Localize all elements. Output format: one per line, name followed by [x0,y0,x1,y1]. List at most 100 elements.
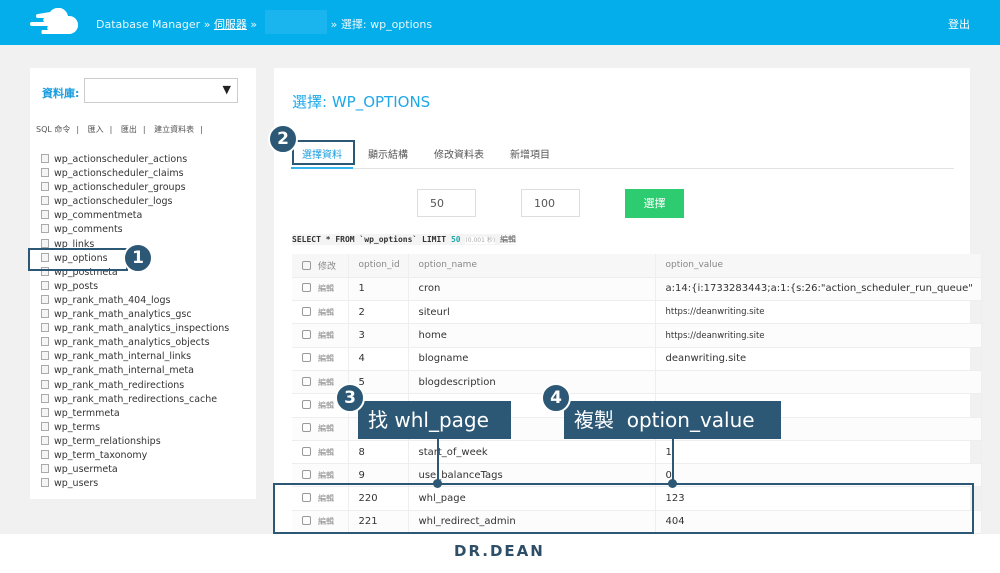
sidebar-table-wp-rank-math-redirections-cache[interactable]: wp_rank_math_redirections_cache [41,393,229,407]
step-4-badge: 4 [541,383,571,413]
sidebar-table-wp-actionscheduler-actions[interactable]: wp_actionscheduler_actions [41,153,229,167]
sidebar-table-wp-posts[interactable]: wp_posts [41,280,229,294]
table-name: wp_actionscheduler_claims [54,168,184,180]
sidebar-table-wp-actionscheduler-groups[interactable]: wp_actionscheduler_groups [41,181,229,195]
divider: | [76,125,80,134]
row-checkbox[interactable] [302,306,311,316]
sidebar-table-wp-rank-math-404-logs[interactable]: wp_rank_math_404_logs [41,294,229,308]
sidebar-table-wp-options[interactable]: wp_options [41,252,229,266]
row-edit-link[interactable]: 編輯 [318,494,334,504]
row-edit-link[interactable]: 編輯 [318,447,334,457]
row-checkbox[interactable] [302,376,311,386]
row-edit-link[interactable]: 編輯 [318,354,334,364]
step-3-badge: 3 [335,383,365,413]
breadcrumb-app: Database Manager [96,18,201,31]
callout-copy-option-value: 複製 option_value [564,401,781,439]
cell-option-id: 4 [348,347,409,371]
row-checkbox[interactable] [302,353,311,363]
cell-option-name: home [408,323,656,348]
top-bar: Database Manager » 伺服器 » » 選擇: wp_option… [0,0,1000,45]
tab-show-structure[interactable]: 顯示結構 [368,150,408,161]
sidebar-table-wp-actionscheduler-logs[interactable]: wp_actionscheduler_logs [41,195,229,209]
table-icon [41,252,49,262]
sidebar-table-wp-commentmeta[interactable]: wp_commentmeta [41,209,229,223]
table-icon [41,266,49,276]
sidebar-table-wp-comments[interactable]: wp_comments [41,223,229,237]
database-select[interactable]: ▼ [84,78,238,103]
row-edit-link[interactable]: 編輯 [318,331,334,341]
cell-option-value: https://deanwriting.site [655,300,982,325]
row-edit-link[interactable]: 編輯 [318,424,334,434]
header-modify: 修改 [292,254,349,278]
database-label: 資料庫: [42,87,80,100]
breadcrumb-server-link[interactable]: 伺服器 [213,18,247,31]
cell-option-name: siteurl [408,300,656,325]
sidebar-table-wp-users[interactable]: wp_users [41,477,229,491]
sidebar-table-wp-rank-math-redirections[interactable]: wp_rank_math_redirections [41,379,229,393]
sidebar-table-wp-rank-math-internal-meta[interactable]: wp_rank_math_internal_meta [41,364,229,378]
sidebar-table-wp-actionscheduler-claims[interactable]: wp_actionscheduler_claims [41,167,229,181]
row-actions: 編輯 [292,277,349,302]
row-checkbox[interactable] [302,330,311,340]
select-button[interactable]: 選擇 [625,189,684,218]
table-name: wp_term_relationships [54,435,161,447]
row-checkbox[interactable] [302,469,311,479]
cell-option-id: 3 [348,323,409,348]
sidebar-table-wp-rank-math-analytics-gsc[interactable]: wp_rank_math_analytics_gsc [41,308,229,322]
limit-input-50[interactable]: 50 [417,189,476,217]
row-edit-link[interactable]: 編輯 [318,470,334,480]
select-all-checkbox[interactable] [302,260,311,270]
limit-input-100[interactable]: 100 [521,189,580,217]
sidebar-table-wp-postmeta[interactable]: wp_postmeta [41,266,229,280]
row-edit-link[interactable]: 編輯 [318,400,334,410]
header-modify-label: 修改 [318,261,337,272]
table-icon [41,154,49,163]
table-name: wp_links [54,238,95,250]
table-name: wp_rank_math_internal_meta [54,365,194,377]
table-icon [41,407,49,417]
cell-option-name: cron [408,277,656,302]
create-table-link[interactable]: 建立資料表 [154,125,195,134]
table-icon [41,421,49,431]
row-checkbox[interactable] [302,446,311,456]
header-option-id[interactable]: option_id [348,254,409,278]
sidebar-table-wp-rank-math-internal-links[interactable]: wp_rank_math_internal_links [41,350,229,364]
tab-alter-table[interactable]: 修改資料表 [434,150,484,161]
brand-logo: DR.DEAN [454,542,545,560]
sidebar-table-wp-rank-math-analytics-objects[interactable]: wp_rank_math_analytics_objects [41,336,229,350]
row-edit-link[interactable]: 編輯 [318,517,334,527]
tab-new-item[interactable]: 新增項目 [510,150,550,161]
sidebar-table-wp-termmeta[interactable]: wp_termmeta [41,407,229,421]
tab-select-data[interactable]: 選擇資料 [291,146,353,169]
sidebar-table-wp-term-taxonomy[interactable]: wp_term_taxonomy [41,449,229,463]
sidebar-table-wp-rank-math-analytics-inspections[interactable]: wp_rank_math_analytics_inspections [41,322,229,336]
header-option-name[interactable]: option_name [408,254,656,278]
table-name: wp_rank_math_404_logs [54,294,171,306]
row-edit-link[interactable]: 編輯 [318,377,334,387]
sidebar-table-wp-term-relationships[interactable]: wp_term_relationships [41,435,229,449]
connector-dot [433,479,442,488]
sql-command-link[interactable]: SQL 命令 [36,125,71,134]
sidebar-table-wp-terms[interactable]: wp_terms [41,421,229,435]
row-checkbox[interactable] [302,399,311,409]
row-edit-link[interactable]: 編輯 [318,284,334,294]
sql-edit-link[interactable]: 編輯 [500,235,517,244]
row-checkbox[interactable] [302,516,311,526]
row-edit-link[interactable]: 編輯 [318,307,334,317]
export-link[interactable]: 匯出 [120,125,137,134]
sidebar-table-wp-usermeta[interactable]: wp_usermeta [41,463,229,477]
divider: | [200,125,203,134]
table-icon [41,224,49,234]
sidebar-table-wp-links[interactable]: wp_links [41,238,229,252]
header-option-value[interactable]: option_value [655,254,982,278]
import-link[interactable]: 匯入 [87,125,104,134]
cell-option-name: start_of_week [408,440,656,465]
divider: | [109,125,113,134]
logout-link[interactable]: 登出 [948,18,970,31]
sql-query: SELECT * FROM `wp_options` LIMIT 50 (0.0… [292,234,517,245]
table-icon [41,337,49,347]
row-checkbox[interactable] [302,283,311,293]
row-checkbox[interactable] [302,493,311,503]
row-checkbox[interactable] [302,423,311,433]
table-name: wp_users [54,478,99,490]
